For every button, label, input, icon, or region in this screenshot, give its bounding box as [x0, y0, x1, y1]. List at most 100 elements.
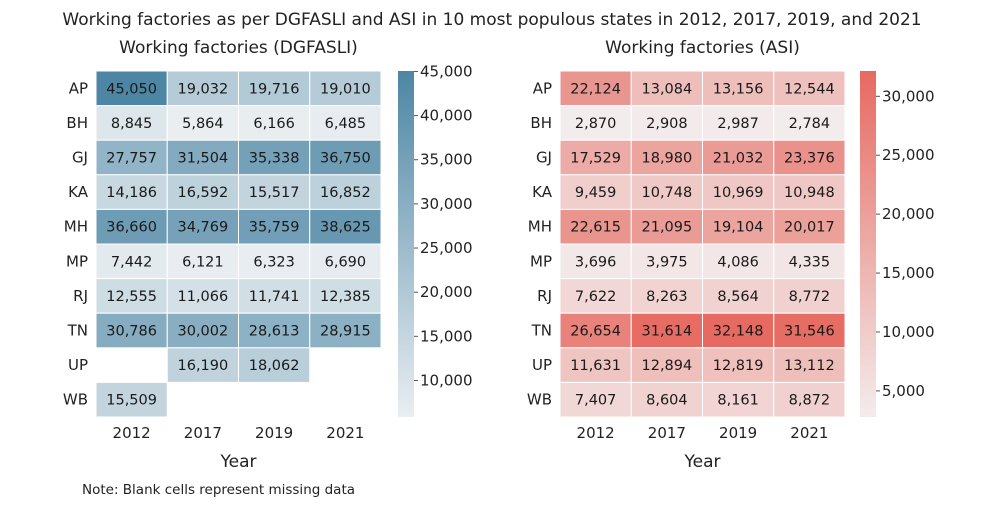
cell-label: 38,625 — [320, 220, 371, 236]
cell-label: 30,786 — [106, 324, 157, 340]
cell-label: 19,716 — [249, 81, 300, 97]
y-tick-label: TN — [531, 322, 552, 340]
cell-label: 30,002 — [178, 324, 229, 340]
cell-label: 11,066 — [178, 289, 229, 305]
cell-label: 21,032 — [713, 151, 764, 167]
heatmap-asi: Working factories (ASI) 22,124 13,084 13,15… — [527, 38, 935, 472]
heatmap-cell — [309, 243, 382, 280]
heatmap-cell — [702, 243, 775, 280]
x-tick-label: 2017 — [648, 424, 686, 442]
heatmap-cell — [95, 243, 168, 280]
cell-label: 7,407 — [575, 393, 617, 409]
y-tick-label: UP — [68, 356, 88, 374]
cell-label: 14,186 — [106, 185, 157, 201]
x-axis-label: Year — [684, 452, 721, 472]
heatmap-cell — [773, 347, 846, 383]
cell-label: 26,654 — [570, 324, 621, 340]
cell-label: 2,908 — [646, 116, 688, 132]
colorbar-tick-label: 35,000 — [420, 151, 473, 169]
heatmap-cell — [95, 381, 168, 418]
y-tick-label: AP — [533, 79, 552, 97]
cell-label: 36,660 — [106, 220, 157, 236]
cell-label: 19,104 — [713, 220, 764, 236]
x-tick-label: 2017 — [184, 424, 222, 442]
figure-title: Working factories as per DGFASLI and ASI… — [62, 10, 921, 30]
cell-label: 7,622 — [575, 289, 617, 305]
cell-label: 2,870 — [575, 116, 617, 132]
note-text: Note: Blank cells represent missing data — [82, 482, 355, 498]
panel-title: Working factories (DGFASLI) — [119, 38, 358, 58]
cell-label: 36,750 — [320, 151, 371, 167]
y-tick-label: TN — [67, 322, 88, 340]
cell-label: 12,385 — [320, 289, 371, 305]
cell-label: 6,121 — [182, 254, 224, 270]
cell-label: 19,032 — [178, 81, 229, 97]
cell-label: 12,894 — [642, 358, 693, 374]
cell-label: 34,769 — [178, 220, 229, 236]
panel-title: Working factories (ASI) — [605, 38, 800, 58]
cell-label: 18,980 — [642, 151, 693, 167]
cell-label: 6,485 — [325, 116, 367, 132]
heatmap-cell — [309, 312, 382, 349]
heatmap-cell — [166, 139, 239, 176]
colorbar-tick-label: 20,000 — [420, 283, 473, 301]
x-tick-label: 2019 — [255, 424, 293, 442]
y-tick-label: WB — [63, 391, 88, 409]
x-tick-label: 2012 — [577, 424, 615, 442]
colorbar — [398, 71, 414, 417]
heatmap-cell — [309, 139, 382, 176]
heatmap-cell — [559, 139, 632, 176]
heatmap-cell — [238, 243, 311, 280]
cell-label: 18,062 — [249, 358, 300, 374]
heatmap-cell — [166, 243, 239, 280]
colorbar-tick-label: 30,000 — [420, 195, 473, 213]
heatmap-cell — [95, 312, 168, 349]
cell-label: 13,112 — [784, 358, 835, 374]
heatmap-cell — [559, 174, 632, 210]
heatmap-cell — [238, 347, 311, 383]
heatmap-cell — [95, 70, 168, 107]
colorbar-tick-label: 20,000 — [882, 205, 935, 223]
y-tick-label: UP — [532, 356, 552, 374]
cell-label: 6,323 — [253, 254, 295, 270]
cell-label: 6,690 — [325, 254, 367, 270]
y-tick-label: MP — [530, 252, 552, 270]
heatmap-cell — [630, 381, 703, 418]
cell-label: 5,864 — [182, 116, 224, 132]
cell-label: 20,017 — [784, 220, 835, 236]
cell-label: 10,969 — [713, 185, 764, 201]
y-tick-label: RJ — [537, 287, 552, 305]
heatmap-cell — [309, 174, 382, 210]
colorbar-tick-label: 25,000 — [882, 146, 935, 164]
heatmap-cell — [630, 208, 703, 245]
cell-label: 8,161 — [717, 393, 759, 409]
heatmap-cell — [309, 278, 382, 314]
heatmap-cell — [773, 208, 846, 245]
cell-label: 9,459 — [575, 185, 617, 201]
cell-label: 15,517 — [249, 185, 300, 201]
heatmap-cell — [773, 381, 846, 418]
y-tick-label: GJ — [72, 149, 88, 167]
heatmap-cell — [702, 278, 775, 314]
heatmap-cell — [630, 139, 703, 176]
cell-label: 10,748 — [642, 185, 693, 201]
heatmap-cell — [238, 208, 311, 245]
y-tick-label: KA — [532, 183, 553, 201]
cell-label: 27,757 — [106, 151, 157, 167]
heatmap-cell — [238, 312, 311, 349]
colorbar-tick-label: 15,000 — [420, 327, 473, 345]
cell-label: 31,504 — [178, 151, 229, 167]
cell-label: 35,338 — [249, 151, 300, 167]
y-tick-label: WB — [527, 391, 552, 409]
heatmap-cell — [238, 278, 311, 314]
heatmap-cell — [166, 208, 239, 245]
cell-label: 8,604 — [646, 393, 688, 409]
colorbar-tick-label: 15,000 — [882, 264, 935, 282]
colorbar-tick-label: 40,000 — [420, 107, 473, 125]
cell-label: 45,050 — [106, 81, 157, 97]
cell-label: 8,845 — [111, 116, 153, 132]
cell-label: 3,975 — [646, 254, 688, 270]
x-tick-label: 2019 — [719, 424, 757, 442]
heatmap-cell — [559, 381, 632, 418]
